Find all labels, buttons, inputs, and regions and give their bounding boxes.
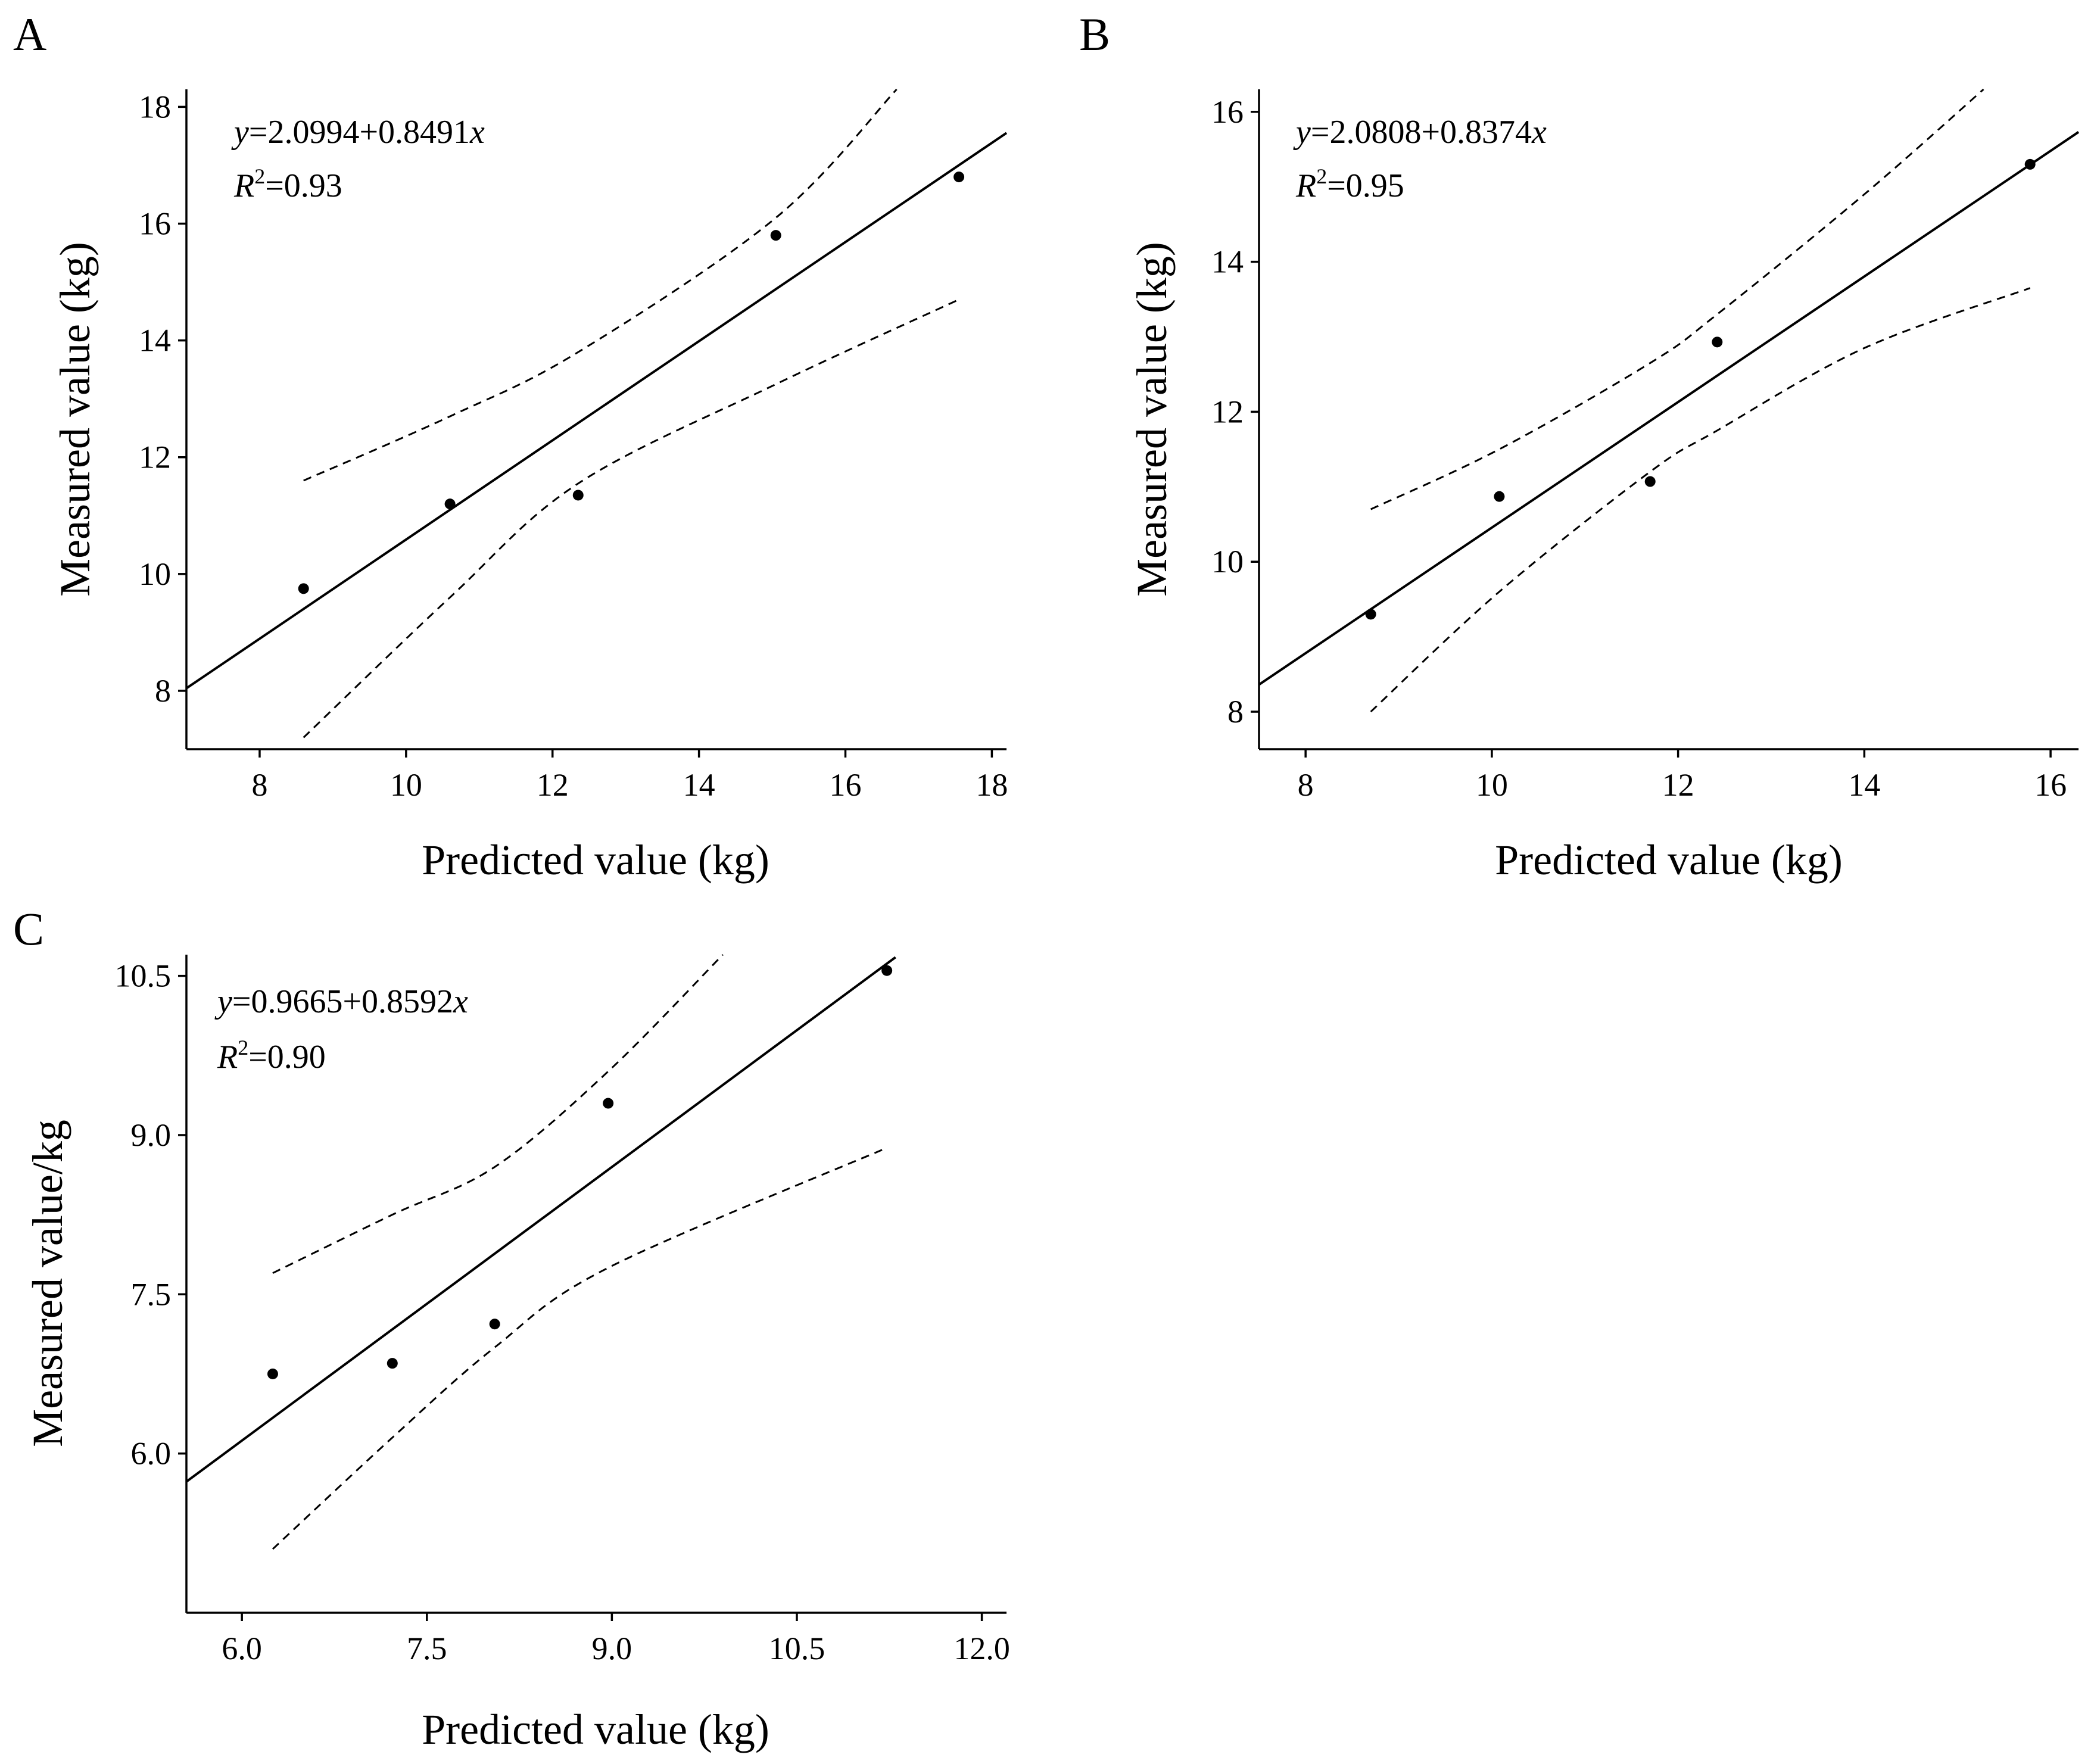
r-squared-value: =0.95 — [1327, 167, 1404, 204]
y-axis-title: Measured value (kg) — [51, 242, 99, 597]
equation-x-var: x — [453, 983, 468, 1020]
x-tick-label: 12 — [537, 767, 569, 803]
data-point — [881, 965, 893, 976]
data-point — [770, 230, 781, 241]
data-point — [1494, 491, 1505, 502]
data-point — [444, 498, 456, 510]
y-tick-label: 18 — [139, 89, 171, 124]
data-point — [387, 1358, 398, 1369]
data-point — [2024, 158, 2036, 170]
r-squared-symbol: R — [217, 1039, 238, 1076]
data-point — [603, 1098, 614, 1109]
equation-x-var: x — [1531, 114, 1547, 151]
y-tick-label: 10 — [1211, 544, 1244, 579]
equation-body: =0.9665+0.8592 — [232, 983, 453, 1020]
y-tick-label: 14 — [139, 323, 171, 359]
x-axis-title: Predicted value (kg) — [422, 1706, 769, 1753]
data-point — [1365, 609, 1376, 620]
x-tick-label: 12 — [1662, 767, 1694, 803]
y-tick-label: 12 — [1211, 394, 1244, 429]
confidence-band-lower — [1370, 287, 2031, 713]
r-squared-symbol: R — [1295, 167, 1316, 204]
panel-b: B 8 10 12 14 16 8 10 12 14 16 Predicted value (kg) M… — [1079, 8, 2080, 884]
panel-label: B — [1079, 8, 1110, 60]
x-tick-label: 14 — [1848, 767, 1880, 803]
x-tick-label: 16 — [2034, 767, 2067, 803]
confidence-band-upper — [1370, 88, 1984, 510]
y-tick-label: 7.5 — [131, 1276, 172, 1312]
r-squared-value: =0.90 — [248, 1039, 326, 1076]
x-axis-title: Predicted value (kg) — [422, 836, 769, 884]
x-tick-label: 6.0 — [222, 1631, 262, 1666]
r-squared-superscript: 2 — [238, 1036, 248, 1059]
data-point — [1712, 336, 1723, 348]
panel-a: A 8 10 12 14 16 18 8 10 12 14 16 18 Predicted value (… — [13, 8, 1008, 884]
x-tick-label: 7.5 — [407, 1631, 447, 1666]
regression-line — [1259, 131, 2080, 686]
y-tick-label: 10.5 — [115, 958, 172, 994]
data-point — [489, 1319, 500, 1330]
equation-y-var: y — [1293, 114, 1311, 151]
y-tick-label: 6.0 — [131, 1436, 172, 1472]
y-tick-label: 10 — [139, 556, 171, 592]
r-squared: R2=0.93 — [233, 164, 342, 204]
y-tick-label: 16 — [1211, 94, 1244, 130]
confidence-band-upper — [272, 953, 724, 1274]
data-point — [1644, 476, 1656, 487]
x-tick-label: 12.0 — [953, 1631, 1010, 1666]
x-tick-label: 8 — [1298, 767, 1314, 803]
r-squared-superscript: 2 — [1316, 164, 1327, 188]
regression-line — [186, 956, 896, 1483]
y-tick-label: 14 — [1211, 244, 1244, 280]
regression-equation: y=2.0808+0.8374x — [1293, 114, 1547, 151]
y-tick-label: 8 — [155, 673, 171, 709]
panel-label: C — [13, 903, 44, 955]
equation-x-var: x — [469, 114, 485, 151]
x-tick-label: 10 — [390, 767, 422, 803]
x-axis-title: Predicted value (kg) — [1495, 836, 1843, 884]
r-squared-symbol: R — [233, 167, 254, 204]
equation-body: =2.0994+0.8491 — [249, 114, 470, 151]
confidence-band-lower — [303, 298, 959, 738]
r-squared: R2=0.90 — [217, 1036, 326, 1076]
data-point — [572, 490, 584, 501]
data-point — [953, 172, 965, 183]
regression-line — [186, 132, 1008, 690]
confidence-band-lower — [272, 1146, 887, 1550]
y-tick-label: 16 — [139, 206, 171, 242]
x-tick-label: 16 — [830, 767, 862, 803]
panel-label: A — [13, 8, 46, 60]
r-squared-value: =0.93 — [265, 167, 342, 204]
x-tick-label: 14 — [683, 767, 715, 803]
equation-body: =2.0808+0.8374 — [1311, 114, 1532, 151]
data-point — [298, 583, 309, 594]
x-tick-label: 9.0 — [592, 1631, 632, 1666]
equation-y-var: y — [231, 114, 249, 151]
x-tick-label: 18 — [976, 767, 1008, 803]
y-axis-title: Measured value/kg — [24, 1120, 71, 1447]
y-tick-label: 12 — [139, 440, 171, 475]
x-tick-label: 8 — [251, 767, 267, 803]
equation-y-var: y — [214, 983, 232, 1020]
data-point — [267, 1368, 278, 1379]
r-squared: R2=0.95 — [1295, 164, 1404, 204]
confidence-band-upper — [303, 88, 898, 482]
regression-equation: y=0.9665+0.8592x — [214, 983, 468, 1020]
y-tick-label: 9.0 — [131, 1117, 172, 1153]
x-tick-label: 10.5 — [769, 1631, 825, 1666]
panel-c: C 6.0 7.5 9.0 10.5 12.0 6.0 7.5 9.0 10.5 Predicted… — [13, 903, 1010, 1753]
regression-equation: y=2.0994+0.8491x — [231, 114, 485, 151]
x-tick-label: 10 — [1476, 767, 1508, 803]
y-axis-title: Measured value (kg) — [1128, 242, 1176, 597]
y-tick-label: 8 — [1227, 694, 1244, 730]
r-squared-superscript: 2 — [254, 164, 265, 188]
